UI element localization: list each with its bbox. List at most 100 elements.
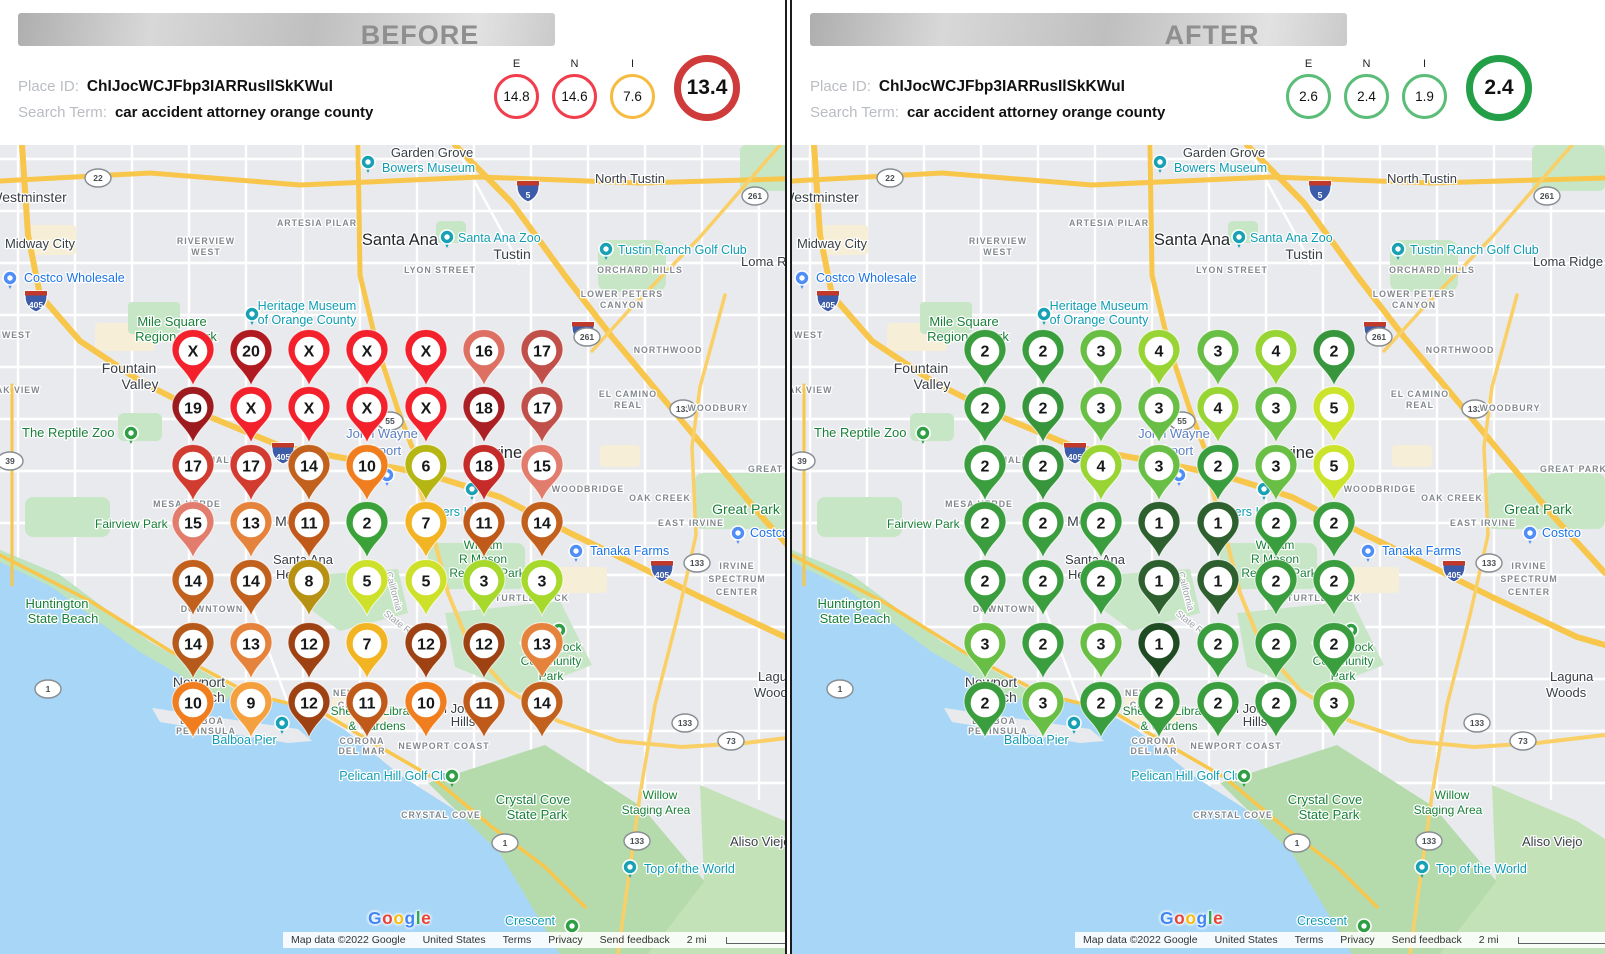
- rank-pin[interactable]: 2: [1021, 328, 1065, 387]
- rank-pin[interactable]: 1: [1137, 500, 1181, 559]
- rank-pin[interactable]: 13: [229, 621, 273, 680]
- poi-marker[interactable]: [444, 768, 460, 787]
- poi-marker[interactable]: [1236, 768, 1252, 787]
- rank-pin[interactable]: 9: [229, 680, 273, 739]
- poi-marker[interactable]: [568, 543, 584, 562]
- rank-pin[interactable]: 1: [1196, 500, 1240, 559]
- map-before[interactable]: 224054054055526126155133133133133731139G…: [0, 145, 785, 954]
- rank-pin[interactable]: X: [345, 385, 389, 444]
- rank-pin[interactable]: 19: [171, 385, 215, 444]
- poi-marker[interactable]: [244, 306, 260, 325]
- poi-marker[interactable]: [622, 859, 638, 878]
- terms-link[interactable]: Terms: [502, 934, 532, 946]
- poi-marker[interactable]: [439, 229, 455, 248]
- rank-pin[interactable]: 2: [1079, 680, 1123, 739]
- rank-pin[interactable]: 2: [963, 680, 1007, 739]
- rank-pin[interactable]: 4: [1079, 443, 1123, 502]
- privacy-link[interactable]: Privacy: [548, 934, 583, 946]
- rank-pin[interactable]: 12: [404, 621, 448, 680]
- rank-pin[interactable]: 2: [1196, 621, 1240, 680]
- rank-pin[interactable]: 2: [345, 500, 389, 559]
- rank-pin[interactable]: 12: [287, 680, 331, 739]
- rank-pin[interactable]: 3: [1079, 385, 1123, 444]
- rank-pin[interactable]: 7: [345, 621, 389, 680]
- rank-pin[interactable]: 11: [462, 500, 506, 559]
- rank-pin[interactable]: 3: [1079, 328, 1123, 387]
- poi-marker[interactable]: [915, 425, 931, 444]
- rank-pin[interactable]: 2: [1254, 558, 1298, 617]
- poi-marker[interactable]: [2, 270, 18, 289]
- rank-pin[interactable]: 2: [1254, 680, 1298, 739]
- poi-marker[interactable]: [1231, 229, 1247, 248]
- rank-pin[interactable]: 17: [229, 443, 273, 502]
- rank-pin[interactable]: 20: [229, 328, 273, 387]
- rank-pin[interactable]: X: [404, 385, 448, 444]
- poi-marker[interactable]: [730, 525, 746, 544]
- map-after[interactable]: 224054054055526126155133133133133731139G…: [792, 145, 1605, 954]
- rank-pin[interactable]: 1: [1137, 558, 1181, 617]
- rank-pin[interactable]: 2: [1312, 500, 1356, 559]
- rank-pin[interactable]: X: [287, 328, 331, 387]
- rank-pin[interactable]: 2: [1021, 385, 1065, 444]
- rank-pin[interactable]: 4: [1254, 328, 1298, 387]
- rank-pin[interactable]: 10: [171, 680, 215, 739]
- rank-pin[interactable]: 5: [1312, 443, 1356, 502]
- rank-pin[interactable]: 11: [345, 680, 389, 739]
- rank-pin[interactable]: 14: [171, 558, 215, 617]
- rank-pin[interactable]: 2: [1196, 680, 1240, 739]
- privacy-link[interactable]: Privacy: [1340, 934, 1375, 946]
- rank-pin[interactable]: 2: [1079, 558, 1123, 617]
- rank-pin[interactable]: 2: [1196, 443, 1240, 502]
- rank-pin[interactable]: 3: [1254, 443, 1298, 502]
- rank-pin[interactable]: 13: [520, 621, 564, 680]
- rank-pin[interactable]: 3: [963, 621, 1007, 680]
- rank-pin[interactable]: 18: [462, 443, 506, 502]
- rank-pin[interactable]: 17: [171, 443, 215, 502]
- poi-marker[interactable]: [1360, 543, 1376, 562]
- rank-pin[interactable]: 15: [520, 443, 564, 502]
- rank-pin[interactable]: 11: [287, 500, 331, 559]
- rank-pin[interactable]: 14: [229, 558, 273, 617]
- poi-marker[interactable]: [1152, 154, 1168, 173]
- rank-pin[interactable]: 3: [1196, 328, 1240, 387]
- send-feedback-link[interactable]: Send feedback: [1391, 934, 1462, 946]
- rank-pin[interactable]: 15: [171, 500, 215, 559]
- rank-pin[interactable]: 14: [520, 500, 564, 559]
- rank-pin[interactable]: 2: [1021, 558, 1065, 617]
- rank-pin[interactable]: 12: [462, 621, 506, 680]
- rank-pin[interactable]: 10: [345, 443, 389, 502]
- rank-pin[interactable]: X: [229, 385, 273, 444]
- rank-pin[interactable]: 2: [1312, 558, 1356, 617]
- rank-pin[interactable]: 2: [963, 500, 1007, 559]
- poi-marker[interactable]: [123, 425, 139, 444]
- rank-pin[interactable]: 3: [1021, 680, 1065, 739]
- rank-pin[interactable]: 3: [462, 558, 506, 617]
- poi-marker[interactable]: [274, 715, 290, 734]
- rank-pin[interactable]: 10: [404, 680, 448, 739]
- poi-marker[interactable]: [360, 154, 376, 173]
- poi-marker[interactable]: [598, 241, 614, 260]
- rank-pin[interactable]: 2: [963, 443, 1007, 502]
- rank-pin[interactable]: 11: [462, 680, 506, 739]
- rank-pin[interactable]: 2: [1254, 621, 1298, 680]
- poi-marker[interactable]: [1036, 306, 1052, 325]
- rank-pin[interactable]: 2: [963, 328, 1007, 387]
- rank-pin[interactable]: 14: [287, 443, 331, 502]
- rank-pin[interactable]: 2: [963, 558, 1007, 617]
- rank-pin[interactable]: 1: [1196, 558, 1240, 617]
- rank-pin[interactable]: 17: [520, 385, 564, 444]
- rank-pin[interactable]: 2: [1021, 443, 1065, 502]
- rank-pin[interactable]: 3: [1137, 385, 1181, 444]
- rank-pin[interactable]: 4: [1137, 328, 1181, 387]
- rank-pin[interactable]: 17: [520, 328, 564, 387]
- rank-pin[interactable]: 2: [1254, 500, 1298, 559]
- rank-pin[interactable]: X: [404, 328, 448, 387]
- rank-pin[interactable]: 2: [963, 385, 1007, 444]
- rank-pin[interactable]: 2: [1137, 680, 1181, 739]
- send-feedback-link[interactable]: Send feedback: [599, 934, 670, 946]
- rank-pin[interactable]: 13: [229, 500, 273, 559]
- poi-marker[interactable]: [1066, 715, 1082, 734]
- rank-pin[interactable]: 2: [1312, 328, 1356, 387]
- rank-pin[interactable]: 2: [1079, 500, 1123, 559]
- rank-pin[interactable]: 14: [520, 680, 564, 739]
